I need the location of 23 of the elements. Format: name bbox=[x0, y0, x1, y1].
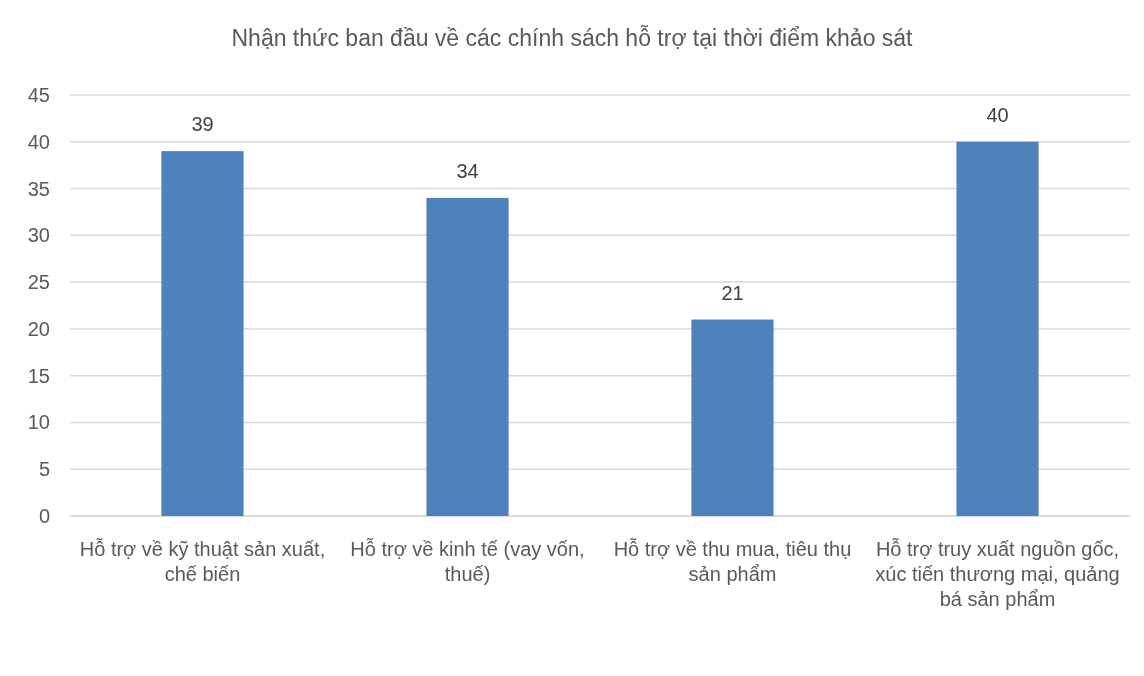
x-tick-label: Hỗ trợ về kinh tế (vay vốn, thuế) bbox=[350, 538, 585, 585]
y-tick-label: 45 bbox=[27, 84, 50, 106]
x-tick-label: Hỗ trợ truy xuất nguồn gốc, xúc tiến thương mại, quảng bá sản phẩm bbox=[875, 538, 1120, 610]
y-tick-label: 25 bbox=[27, 271, 50, 294]
x-tick-label: Hỗ trợ về thu mua, tiêu thụ sản phẩm bbox=[613, 538, 852, 585]
y-tick-label: 10 bbox=[27, 411, 50, 434]
data-label: 21 bbox=[721, 281, 744, 304]
y-tick-label: 35 bbox=[27, 177, 50, 200]
x-tick-label: Hỗ trợ về kỹ thuật sản xuất, chế biến bbox=[79, 538, 326, 585]
bar bbox=[426, 197, 509, 516]
data-label: 40 bbox=[986, 103, 1009, 126]
bar bbox=[691, 319, 774, 516]
y-tick-label: 20 bbox=[27, 317, 50, 340]
bar bbox=[956, 141, 1039, 516]
data-label: 34 bbox=[456, 159, 479, 182]
chart-title: Nhận thức ban đầu về các chính sách hỗ trợ tại thời điểm khảo sát bbox=[231, 25, 914, 51]
y-tick-label: 5 bbox=[38, 458, 50, 481]
bar bbox=[161, 151, 244, 516]
y-tick-label: 30 bbox=[27, 224, 50, 247]
y-tick-label: 0 bbox=[38, 505, 50, 527]
data-label: 39 bbox=[191, 113, 214, 136]
y-tick-label: 40 bbox=[27, 130, 50, 153]
y-tick-label: 15 bbox=[27, 364, 50, 387]
